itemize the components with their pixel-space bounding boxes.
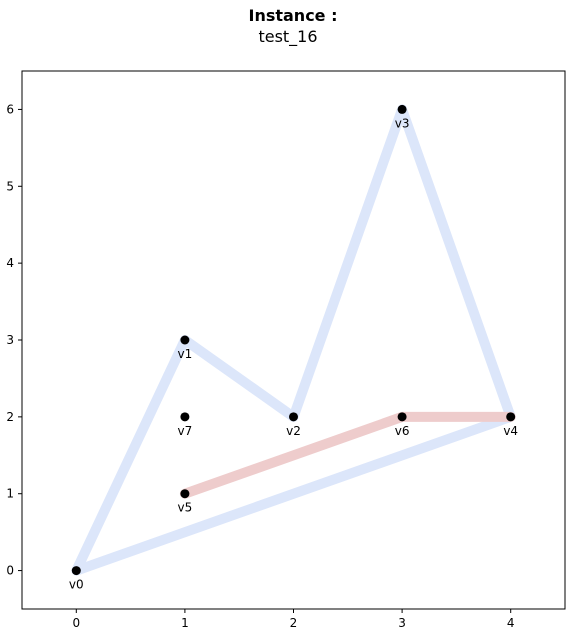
x-tick-label-2: 2 bbox=[290, 616, 298, 630]
x-tick-label-0: 0 bbox=[72, 616, 80, 630]
y-axis-ticks: 0 1 2 3 4 5 6 bbox=[6, 102, 22, 578]
y-tick-label-1: 1 bbox=[6, 487, 14, 501]
vertex-label-v1: v1 bbox=[178, 347, 193, 361]
x-axis-ticks: 0 1 2 3 4 bbox=[72, 609, 515, 630]
points-layer bbox=[71, 104, 516, 576]
point-v1 bbox=[180, 335, 190, 345]
point-v4 bbox=[506, 412, 516, 422]
y-tick-label-4: 4 bbox=[6, 256, 14, 270]
x-tick-label-1: 1 bbox=[181, 616, 189, 630]
x-tick-label-3: 3 bbox=[398, 616, 406, 630]
y-tick-label-0: 0 bbox=[6, 564, 14, 578]
x-tick-label-4: 4 bbox=[507, 616, 515, 630]
vertex-label-v2: v2 bbox=[286, 424, 301, 438]
path-0 bbox=[71, 104, 516, 576]
vertex-labels-layer: v0 v1 v2 v3 v4 v5 v6 v7 bbox=[69, 116, 518, 591]
paths-layer bbox=[71, 104, 516, 576]
y-tick-label-6: 6 bbox=[6, 102, 14, 116]
point-v0 bbox=[71, 566, 81, 576]
vertex-label-v3: v3 bbox=[395, 116, 410, 130]
y-tick-label-2: 2 bbox=[6, 410, 14, 424]
vertex-label-v7: v7 bbox=[178, 424, 193, 438]
vertex-label-v4: v4 bbox=[503, 424, 518, 438]
vertex-label-v5: v5 bbox=[178, 501, 193, 515]
chart-title-sub: test_16 bbox=[258, 27, 317, 47]
path-1 bbox=[179, 411, 516, 499]
y-tick-label-5: 5 bbox=[6, 179, 14, 193]
chart-title-bold: Instance : bbox=[248, 6, 337, 25]
point-v3 bbox=[397, 104, 407, 114]
point-v5 bbox=[180, 489, 190, 499]
vertex-label-v6: v6 bbox=[395, 424, 410, 438]
y-tick-label-3: 3 bbox=[6, 333, 14, 347]
vertex-label-v0: v0 bbox=[69, 578, 84, 592]
point-v2 bbox=[289, 412, 298, 422]
point-v6 bbox=[397, 412, 407, 422]
point-v7 bbox=[180, 412, 190, 422]
